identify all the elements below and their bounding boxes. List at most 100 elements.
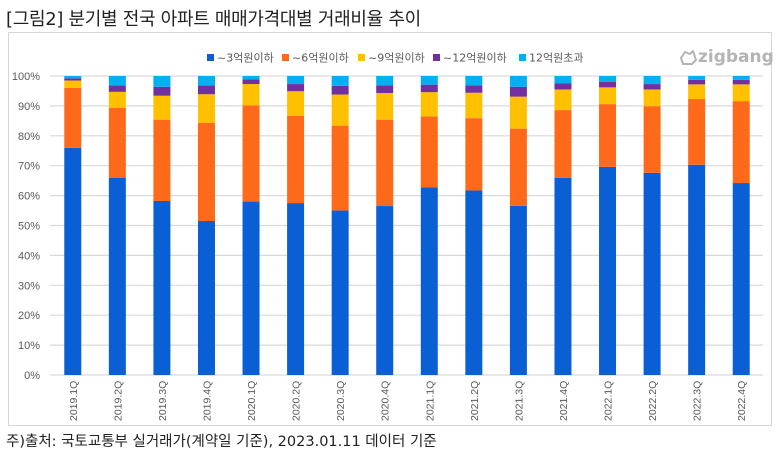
bars (64, 76, 750, 375)
bar-segment (643, 106, 661, 173)
bar-segment (287, 84, 305, 92)
x-tick-label: 2020.3Q (335, 381, 347, 421)
bar-segment (197, 122, 215, 222)
bar-segment (64, 87, 82, 148)
bar-segment (420, 92, 438, 117)
y-tick-label: 30% (18, 280, 40, 292)
legend-item: ~12억원이하 (433, 51, 507, 65)
bar-group (287, 76, 305, 375)
y-axis-ticks: 0% 10% 20% 30% 40% 50% 60% 70% 80% 90% 100% (12, 71, 40, 382)
bar-segment (108, 85, 126, 92)
bar-segment (643, 84, 661, 90)
bar-segment (509, 96, 527, 129)
legend-label: ~6억원이하 (292, 51, 349, 65)
bar-segment (376, 93, 394, 120)
x-tick-label: 2021.1Q (424, 381, 436, 421)
bar-segment (643, 89, 661, 107)
bar-segment (153, 200, 171, 375)
x-tick-label: 2019.1Q (68, 381, 80, 421)
bar-segment (509, 86, 527, 97)
bar-segment (153, 76, 171, 87)
bar-segment (465, 76, 483, 86)
bar-segment (331, 94, 349, 126)
bar-segment (465, 85, 483, 93)
bar-segment (599, 87, 617, 105)
zigbang-logo-icon (680, 50, 697, 65)
bar-segment (599, 81, 617, 88)
bar-segment (64, 147, 82, 375)
bar-group (732, 76, 750, 375)
bar-segment (420, 76, 438, 85)
y-tick-label: 40% (18, 250, 40, 262)
legend-item: ~9억원이하 (358, 51, 425, 65)
x-tick-label: 2020.4Q (380, 381, 392, 421)
bar-group (554, 76, 572, 375)
bar-segment (376, 119, 394, 207)
bar-segment (197, 221, 215, 375)
legend: ~3억원이하 ~6억원이하 ~9억원이하 ~12억원이하 12억원초과 (207, 51, 583, 65)
bar-segment (420, 116, 438, 188)
bar-segment (108, 177, 126, 375)
bar-segment (153, 95, 171, 120)
bar-segment (331, 76, 349, 86)
legend-label: ~12억원이하 (443, 51, 507, 65)
bar-segment (153, 86, 171, 96)
bar-segment (688, 84, 706, 100)
legend-swatch (519, 54, 526, 61)
bar-segment (197, 85, 215, 95)
chart-frame (8, 32, 772, 426)
bar-group (197, 76, 215, 375)
bar-segment (287, 76, 305, 85)
bar-segment (688, 99, 706, 165)
x-tick-label: 2022.3Q (692, 381, 704, 421)
bar-group (242, 76, 260, 375)
bar-segment (64, 76, 82, 79)
x-tick-label: 2021.2Q (469, 381, 481, 421)
bar-segment (509, 76, 527, 87)
bar-segment (554, 110, 572, 178)
bar-segment (242, 84, 260, 106)
x-tick-label: 2022.1Q (603, 381, 615, 421)
y-tick-label: 70% (18, 161, 40, 173)
y-tick-label: 0% (24, 370, 40, 382)
bar-segment (197, 76, 215, 86)
x-tick-label: 2022.2Q (647, 381, 659, 421)
bar-segment (153, 119, 171, 201)
bar-segment (732, 76, 750, 80)
bar-segment (331, 210, 349, 375)
bar-segment (242, 201, 260, 375)
bar-segment (108, 91, 126, 108)
x-tick-label: 2020.1Q (246, 381, 258, 421)
bar-segment (242, 76, 260, 80)
bar-segment (465, 190, 483, 375)
bar-segment (554, 83, 572, 90)
legend-label: 12억원초과 (529, 52, 583, 65)
bar-segment (376, 76, 394, 86)
bar-group (64, 76, 82, 375)
bar-segment (554, 76, 572, 84)
bar-segment (197, 94, 215, 123)
y-tick-label: 20% (18, 310, 40, 322)
bar-segment (509, 205, 527, 375)
bar-segment (732, 183, 750, 375)
y-tick-label: 80% (18, 131, 40, 143)
bar-segment (688, 79, 706, 85)
legend-item: ~6억원이하 (282, 51, 349, 65)
bar-segment (599, 76, 617, 82)
legend-item: ~3억원이하 (207, 51, 274, 65)
y-tick-label: 90% (18, 101, 40, 113)
bar-segment (108, 76, 126, 86)
bar-segment (554, 177, 572, 375)
zigbang-logo: zigbang (680, 47, 774, 67)
x-tick-label: 2021.4Q (558, 381, 570, 421)
x-tick-label: 2019.2Q (112, 381, 124, 421)
legend-swatch (433, 54, 440, 61)
bar-segment (376, 206, 394, 375)
legend-label: ~9억원이하 (368, 51, 425, 65)
bar-segment (108, 107, 126, 178)
legend-swatch (358, 54, 365, 61)
bar-group (599, 76, 617, 375)
bar-segment (643, 76, 661, 85)
bar-segment (287, 91, 305, 116)
